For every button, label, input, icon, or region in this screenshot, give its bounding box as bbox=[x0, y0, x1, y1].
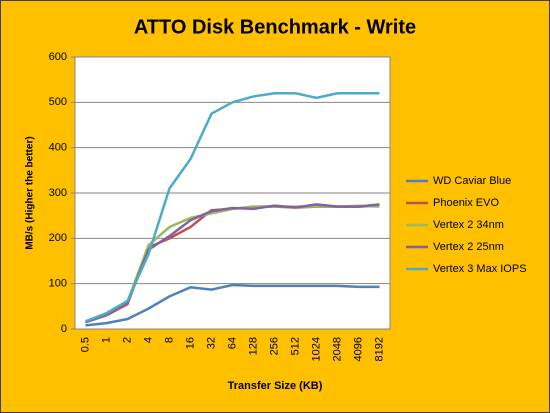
x-tick-label: 256 bbox=[268, 337, 280, 355]
legend-label: Vertex 2 25nm bbox=[433, 241, 504, 253]
chart-title: ATTO Disk Benchmark - Write bbox=[134, 16, 416, 38]
x-tick-label: 512 bbox=[289, 337, 301, 355]
legend-label: Vertex 3 Max IOPS bbox=[433, 263, 527, 275]
x-tick-label: 1024 bbox=[310, 337, 322, 361]
x-tick-label: 16 bbox=[184, 337, 196, 349]
x-tick-label: 64 bbox=[226, 337, 238, 349]
x-axis-label: Transfer Size (KB) bbox=[228, 380, 323, 392]
legend-label: Phoenix EVO bbox=[433, 197, 499, 209]
x-tick-label: 8 bbox=[163, 337, 175, 343]
y-tick-label: 0 bbox=[61, 323, 67, 335]
series-line bbox=[85, 283, 380, 327]
y-tick-label: 300 bbox=[49, 187, 67, 199]
x-tick-label: 8192 bbox=[373, 337, 385, 361]
x-tick-label: 128 bbox=[247, 337, 259, 355]
y-tick-label: 500 bbox=[49, 96, 67, 108]
x-tick-label: 0.5 bbox=[79, 337, 91, 352]
x-tick-label: 2 bbox=[121, 337, 133, 343]
x-tick-label: 32 bbox=[205, 337, 217, 349]
y-tick-label: 200 bbox=[49, 232, 67, 244]
y-axis-label: MB/s (Higher the better) bbox=[25, 136, 36, 249]
y-tick-label: 600 bbox=[49, 51, 67, 63]
series-line bbox=[85, 92, 380, 323]
legend-label: WD Caviar Blue bbox=[433, 175, 511, 187]
x-tick-label: 4 bbox=[142, 337, 154, 343]
legend-label: Vertex 2 34nm bbox=[433, 219, 504, 231]
x-tick-label: 2048 bbox=[331, 337, 343, 361]
x-tick-label: 4096 bbox=[352, 337, 364, 361]
y-tick-label: 400 bbox=[49, 142, 67, 154]
x-tick-label: 1 bbox=[100, 337, 112, 343]
y-tick-label: 100 bbox=[49, 278, 67, 290]
